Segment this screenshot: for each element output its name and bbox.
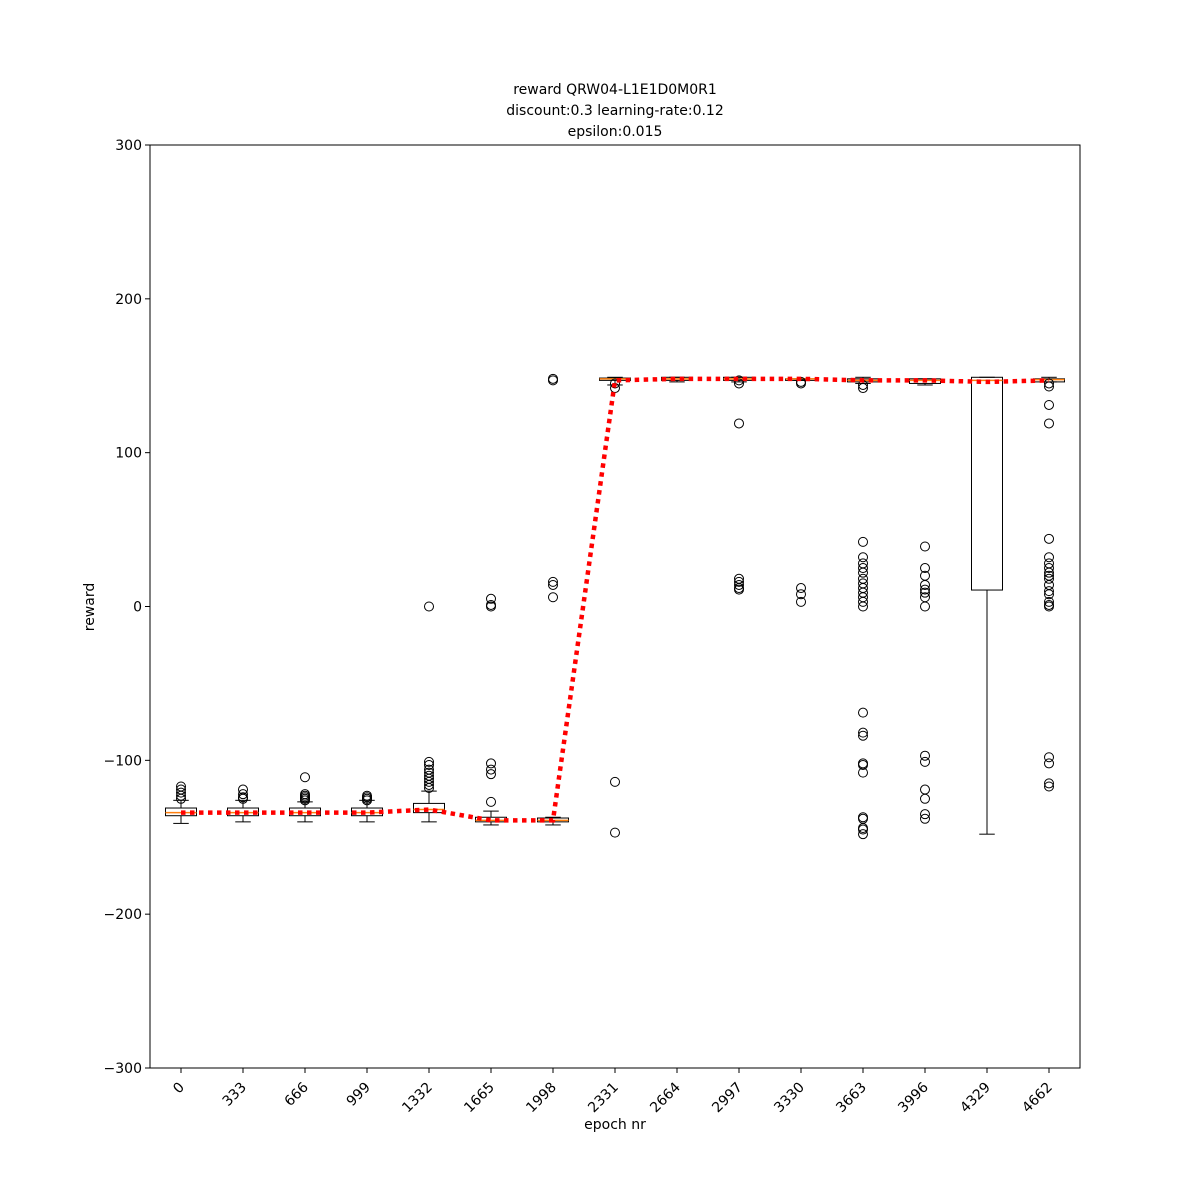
flier — [1044, 567, 1054, 578]
flier — [1044, 533, 1054, 544]
flier — [734, 576, 744, 587]
flier — [920, 756, 930, 767]
y-tick-label: 100 — [115, 446, 142, 462]
flier — [1044, 601, 1054, 612]
box — [165, 807, 197, 817]
box — [971, 376, 1003, 591]
y-axis-label: reward — [82, 583, 98, 632]
flier — [300, 772, 310, 783]
flier — [176, 790, 186, 801]
flier — [734, 579, 744, 590]
flier — [920, 579, 930, 590]
flier — [858, 601, 868, 612]
flier — [548, 579, 558, 590]
flier — [858, 727, 868, 738]
flier — [796, 583, 806, 594]
flier — [1044, 596, 1054, 607]
flier — [920, 793, 930, 804]
flier — [920, 584, 930, 595]
flier — [610, 776, 620, 787]
flier — [176, 787, 186, 798]
chart-title: reward QRW04-L1E1D0M0R1 — [513, 82, 717, 98]
flier — [548, 576, 558, 587]
flier — [238, 789, 248, 800]
flier — [920, 563, 930, 574]
flier — [858, 824, 868, 835]
flier — [920, 813, 930, 824]
flier — [796, 596, 806, 607]
flier — [796, 589, 806, 600]
flier — [486, 796, 496, 807]
y-tick-label: 0 — [133, 600, 142, 616]
flier — [858, 707, 868, 718]
flier — [1044, 778, 1054, 789]
y-tick-label: 300 — [115, 138, 142, 154]
flier — [424, 756, 434, 767]
flier — [486, 758, 496, 769]
chart-subtitle: epsilon:0.015 — [568, 124, 663, 140]
flier — [920, 541, 930, 552]
flier — [858, 383, 868, 394]
flier — [176, 793, 186, 804]
y-tick-label: −300 — [104, 1061, 142, 1077]
flier — [1044, 781, 1054, 792]
flier — [920, 809, 930, 820]
flier — [362, 795, 372, 806]
flier — [920, 601, 930, 612]
flier — [858, 759, 868, 770]
flier — [1044, 589, 1054, 600]
flier — [1044, 758, 1054, 769]
flier — [1044, 399, 1054, 410]
flier — [858, 567, 868, 578]
box — [413, 802, 445, 814]
plot-frame — [149, 144, 1081, 1069]
flier — [610, 827, 620, 838]
mean-line — [181, 376, 1050, 823]
chart-subtitle: discount:0.3 learning-rate:0.12 — [506, 103, 724, 119]
flier — [858, 767, 868, 778]
flier — [1044, 586, 1054, 597]
flier — [734, 418, 744, 429]
flier — [486, 764, 496, 775]
flier — [858, 829, 868, 840]
y-tick-label: −200 — [104, 907, 142, 923]
flier — [486, 769, 496, 780]
flier — [734, 584, 744, 595]
flier — [486, 599, 496, 610]
y-tick-label: 200 — [115, 292, 142, 308]
flier — [858, 552, 868, 563]
flier — [1044, 378, 1054, 389]
flier — [734, 378, 744, 389]
flier — [424, 601, 434, 612]
flier — [858, 730, 868, 741]
flier — [1044, 418, 1054, 429]
flier — [1044, 552, 1054, 563]
flier — [424, 779, 434, 790]
flier — [920, 750, 930, 761]
flier — [610, 378, 620, 389]
flier — [238, 793, 248, 804]
y-tick-label: −100 — [104, 753, 142, 769]
flier — [486, 593, 496, 604]
flier — [548, 375, 558, 386]
flier — [548, 592, 558, 603]
flier — [300, 795, 310, 806]
flier — [920, 587, 930, 598]
x-axis-label: epoch nr — [584, 1117, 646, 1133]
flier — [424, 776, 434, 787]
flier — [1044, 573, 1054, 584]
flier — [858, 596, 868, 607]
flier — [424, 759, 434, 770]
flier — [1044, 563, 1054, 574]
flier — [424, 783, 434, 794]
flier — [858, 536, 868, 547]
flier — [858, 563, 868, 574]
flier — [1044, 752, 1054, 763]
